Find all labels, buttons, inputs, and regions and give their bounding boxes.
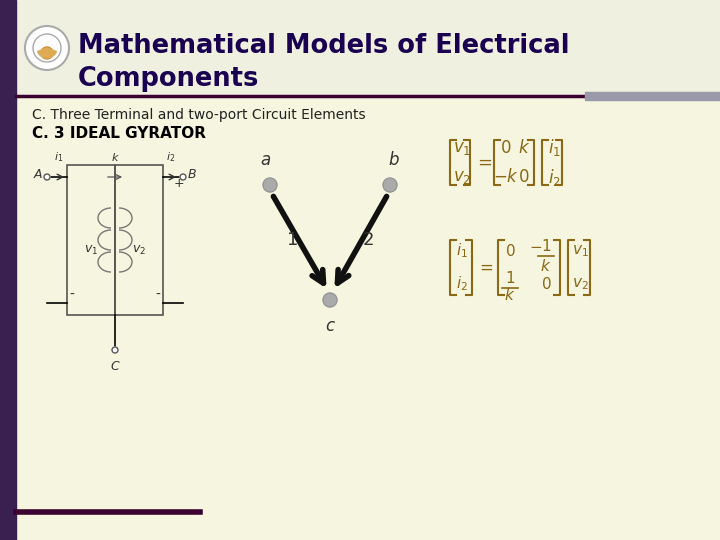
Text: $2$: $2$ — [362, 231, 374, 249]
Bar — [115, 165, 163, 315]
Text: $a$: $a$ — [261, 151, 271, 169]
Text: $v_2$: $v_2$ — [572, 276, 588, 292]
Text: $k$: $k$ — [504, 287, 516, 303]
Text: $i_1$: $i_1$ — [547, 138, 560, 159]
Text: $-$: $-$ — [529, 239, 543, 253]
Bar — [0, 0, 16, 540]
Circle shape — [323, 293, 337, 307]
Circle shape — [263, 178, 277, 192]
Text: $k$: $k$ — [518, 139, 530, 157]
Text: $=$: $=$ — [474, 153, 492, 171]
Circle shape — [383, 178, 397, 192]
Text: $i_2$: $i_2$ — [548, 166, 560, 187]
Circle shape — [25, 26, 69, 70]
Text: $c$: $c$ — [325, 317, 336, 335]
Text: $v_1$: $v_1$ — [572, 243, 588, 259]
Bar — [16, 0, 720, 95]
Text: $v_1$: $v_1$ — [84, 244, 98, 256]
Text: C. Three Terminal and two-port Circuit Elements: C. Three Terminal and two-port Circuit E… — [32, 108, 366, 122]
Text: $1$: $1$ — [505, 270, 515, 286]
Text: $0$: $0$ — [541, 276, 552, 292]
Circle shape — [112, 347, 118, 353]
Text: -: - — [156, 288, 161, 302]
Wedge shape — [37, 48, 56, 58]
Circle shape — [44, 174, 50, 180]
Text: $i_2$: $i_2$ — [456, 275, 468, 293]
Text: $0$: $0$ — [505, 243, 516, 259]
Text: $i_1$: $i_1$ — [54, 150, 63, 164]
Text: -: - — [70, 288, 74, 302]
Text: $A$: $A$ — [32, 168, 43, 181]
Text: $k$: $k$ — [540, 258, 552, 274]
Text: $B$: $B$ — [187, 168, 197, 181]
Text: +: + — [174, 177, 184, 190]
Text: $0$: $0$ — [500, 139, 512, 157]
Bar — [585, 92, 720, 100]
Text: $1$: $1$ — [286, 231, 298, 249]
Text: $-k$: $-k$ — [493, 168, 519, 186]
Bar — [67, 165, 115, 315]
Text: $i_2$: $i_2$ — [166, 150, 176, 164]
Text: $1$: $1$ — [541, 238, 551, 254]
Text: $i_1$: $i_1$ — [456, 241, 468, 260]
Text: $v_2$: $v_2$ — [453, 168, 471, 186]
Text: $C$: $C$ — [109, 360, 120, 373]
Text: $k$: $k$ — [111, 151, 120, 163]
Circle shape — [180, 174, 186, 180]
Text: $0$: $0$ — [518, 168, 530, 186]
Text: $v_2$: $v_2$ — [132, 244, 146, 256]
Circle shape — [41, 47, 53, 59]
Text: $=$: $=$ — [477, 258, 494, 276]
Text: Mathematical Models of Electrical
Components: Mathematical Models of Electrical Compon… — [78, 33, 570, 92]
Text: $b$: $b$ — [388, 151, 400, 169]
Text: C. 3 IDEAL GYRATOR: C. 3 IDEAL GYRATOR — [32, 126, 206, 141]
Text: $v_1$: $v_1$ — [453, 139, 471, 157]
